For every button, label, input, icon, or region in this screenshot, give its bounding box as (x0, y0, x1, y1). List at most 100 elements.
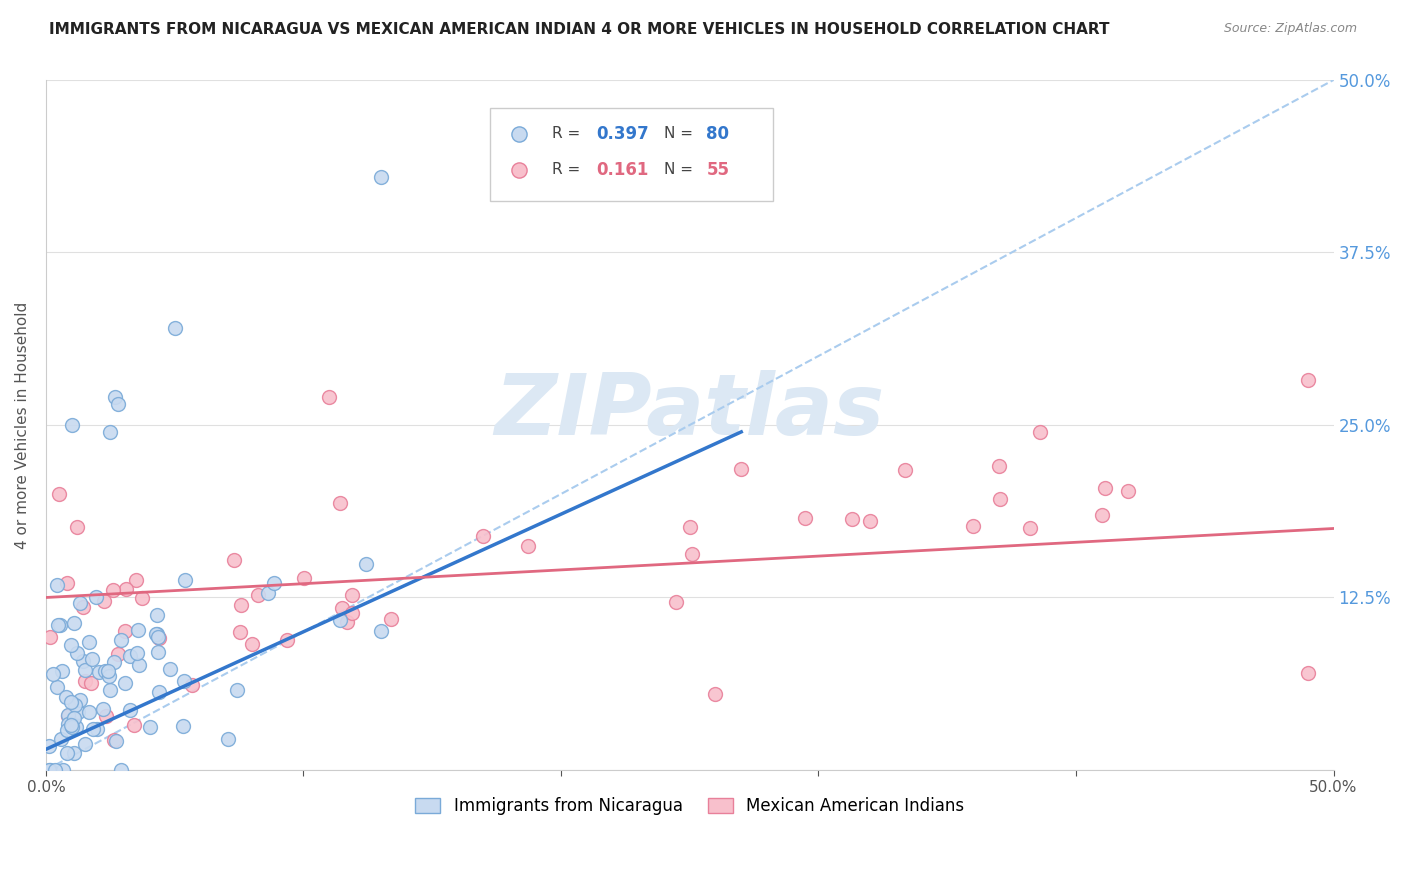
Point (91, 702, 114, 716)
Text: R =: R = (553, 162, 581, 178)
Point (859, 514, 882, 528)
Point (1296, 373, 1319, 387)
Point (45, 578, 67, 592)
Point (38, 739, 60, 754)
Point (63, 698, 86, 712)
FancyBboxPatch shape (491, 108, 773, 201)
Point (127, 623, 149, 637)
Point (49, 732, 72, 747)
Point (49, 618, 72, 632)
Point (55, 690, 77, 704)
Point (174, 573, 197, 587)
Legend: Immigrants from Nicaragua, Mexican American Indians: Immigrants from Nicaragua, Mexican Ameri… (406, 789, 973, 824)
Point (148, 630, 170, 644)
Point (163, 321, 186, 335)
Point (1029, 425, 1052, 440)
Point (794, 511, 817, 525)
Point (56, 716, 79, 731)
Point (59, 718, 82, 732)
Point (336, 615, 359, 629)
Point (63, 711, 86, 725)
Point (841, 512, 863, 526)
Point (145, 626, 167, 640)
Point (146, 627, 169, 641)
Point (39, 630, 62, 644)
Point (276, 632, 298, 647)
Point (516, 540, 538, 554)
Point (987, 459, 1010, 474)
Point (38, 763, 60, 777)
Point (131, 591, 153, 605)
Point (98, 682, 121, 697)
Point (114, 676, 136, 690)
Point (1296, 666, 1319, 681)
Point (114, 624, 136, 638)
Point (63, 616, 86, 631)
Point (679, 519, 702, 533)
Point (218, 732, 240, 747)
Point (60, 720, 83, 734)
Point (120, 703, 142, 717)
Point (328, 495, 350, 509)
Point (56, 575, 79, 590)
Point (110, 763, 132, 777)
Point (94, 665, 117, 679)
Point (240, 637, 263, 651)
Point (665, 595, 688, 609)
Point (104, 391, 127, 405)
Point (48, 487, 70, 501)
Point (60, 417, 83, 432)
Point (263, 576, 285, 591)
Point (1094, 481, 1116, 495)
Text: ZIPatlas: ZIPatlas (495, 369, 884, 452)
Point (318, 391, 340, 405)
Point (681, 548, 703, 562)
Point (73, 737, 96, 751)
Point (103, 583, 125, 598)
Point (172, 719, 194, 733)
Text: N =: N = (664, 162, 693, 178)
Point (80, 652, 103, 666)
Point (1116, 484, 1139, 499)
Point (146, 607, 169, 622)
Point (229, 598, 252, 612)
Point (340, 606, 363, 620)
Text: Source: ZipAtlas.com: Source: ZipAtlas.com (1223, 22, 1357, 36)
Point (159, 662, 181, 676)
Point (77, 705, 100, 719)
Point (257, 586, 280, 600)
Text: 80: 80 (706, 125, 730, 143)
Point (86, 722, 108, 736)
Point (73, 673, 96, 688)
Point (84, 591, 107, 605)
Point (148, 632, 170, 646)
Point (98, 425, 121, 439)
Point (93, 594, 115, 608)
Point (107, 397, 129, 411)
Point (103, 733, 125, 747)
Point (38, 763, 60, 777)
Point (105, 733, 128, 747)
Point (139, 720, 162, 734)
Point (120, 648, 142, 663)
Point (148, 685, 170, 699)
Point (59, 638, 82, 652)
Point (893, 463, 915, 477)
Point (58, 708, 80, 723)
Point (46, 680, 69, 694)
Point (69, 693, 91, 707)
Point (370, 624, 392, 638)
Point (72, 600, 94, 615)
Point (329, 613, 352, 627)
Text: N =: N = (664, 127, 693, 141)
Text: IMMIGRANTS FROM NICARAGUA VS MEXICAN AMERICAN INDIAN 4 OR MORE VEHICLES IN HOUSE: IMMIGRANTS FROM NICARAGUA VS MEXICAN AME… (49, 22, 1109, 37)
Point (94, 708, 117, 723)
Point (229, 625, 252, 640)
Point (128, 658, 150, 673)
Point (107, 647, 129, 661)
Point (380, 612, 402, 626)
Y-axis label: 4 or more Vehicles in Household: 4 or more Vehicles in Household (15, 301, 30, 549)
Point (67, 705, 90, 719)
Text: R =: R = (553, 127, 581, 141)
Point (330, 600, 353, 615)
